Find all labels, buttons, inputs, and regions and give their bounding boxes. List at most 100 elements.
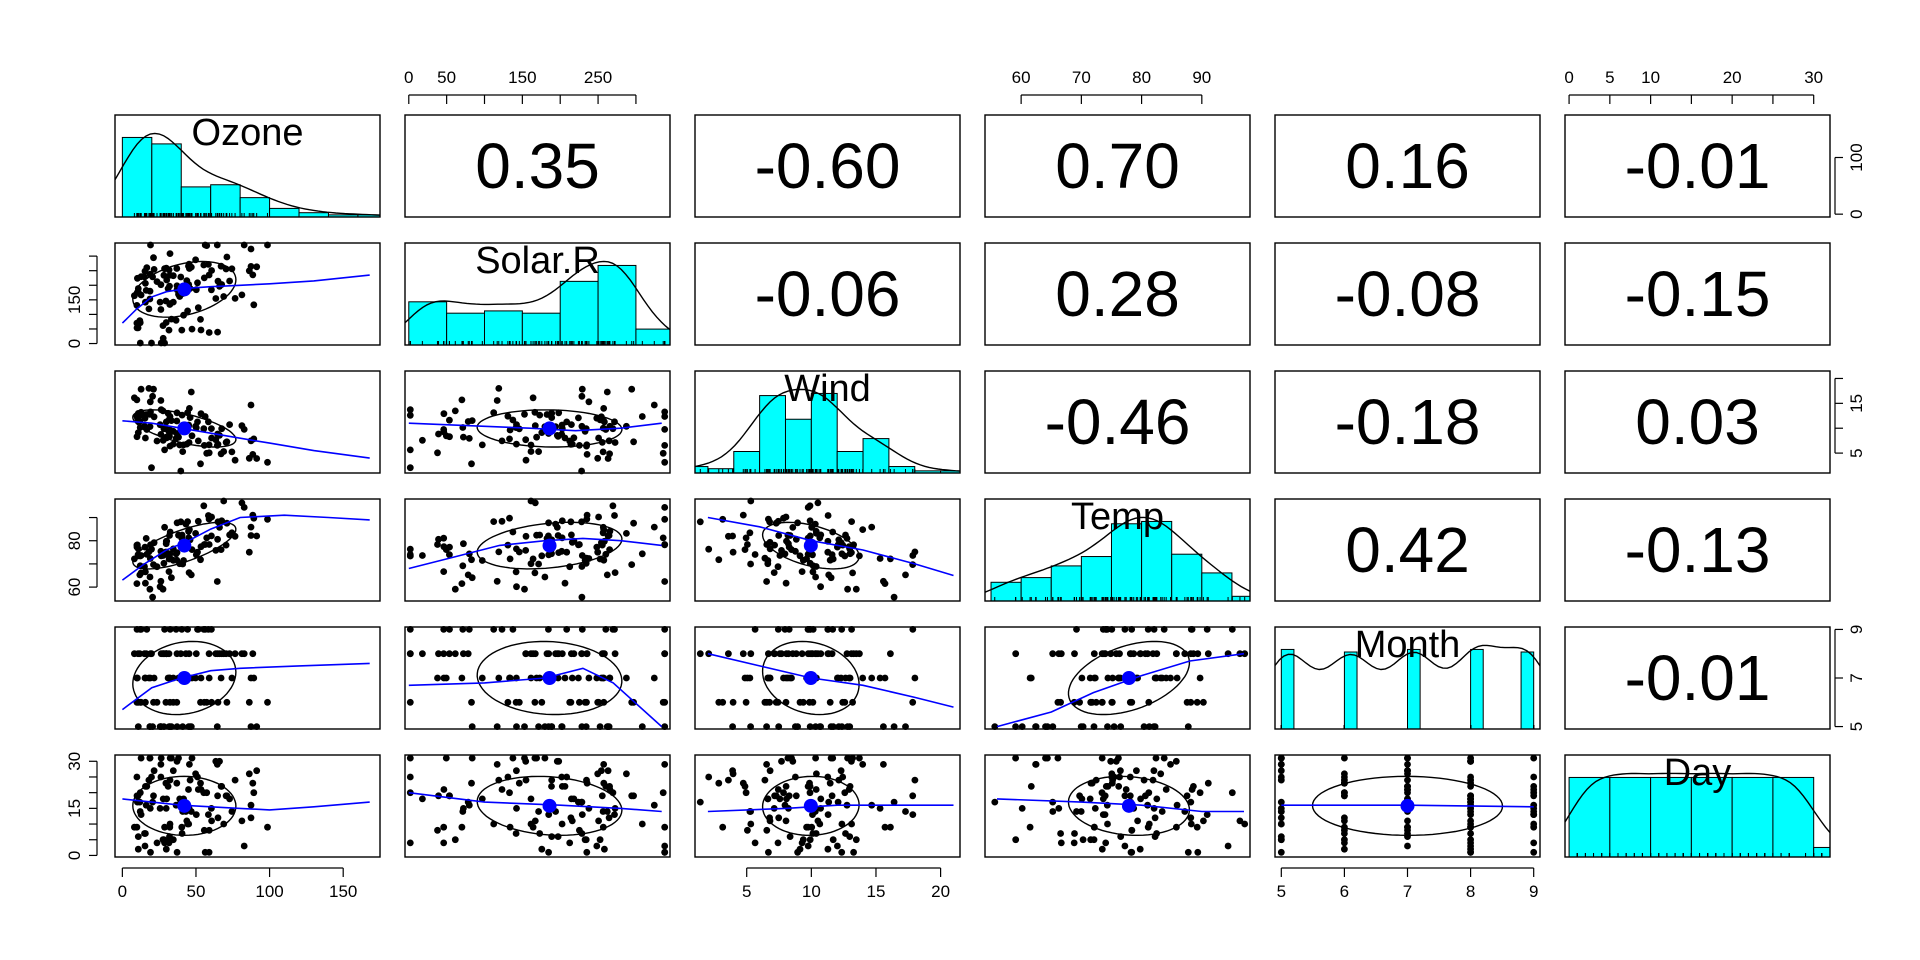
histogram-bar — [1171, 553, 1203, 602]
data-point — [460, 650, 467, 658]
data-point — [440, 410, 448, 418]
data-point — [838, 820, 846, 828]
data-point — [217, 674, 225, 682]
data-point — [1467, 845, 1474, 853]
data-point — [264, 823, 271, 831]
panel-frame — [984, 498, 1251, 602]
data-point — [1133, 767, 1140, 775]
data-point — [1121, 792, 1129, 800]
data-point — [153, 278, 161, 285]
data-point — [812, 786, 820, 793]
data-point — [868, 523, 876, 531]
data-point — [554, 532, 562, 539]
histogram-bar — [862, 438, 890, 474]
data-point — [186, 405, 193, 412]
data-point — [1204, 650, 1212, 658]
data-point — [852, 836, 860, 844]
data-point — [1057, 839, 1065, 847]
data-point — [226, 277, 234, 285]
data-point — [766, 545, 774, 553]
data-point — [173, 556, 181, 564]
data-point — [729, 548, 737, 556]
data-point — [1228, 789, 1236, 797]
data-point — [159, 322, 167, 329]
data-point — [881, 674, 889, 682]
tick-label: 30 — [65, 752, 84, 771]
correlation-value: -0.46 — [1045, 386, 1191, 458]
data-point — [596, 723, 604, 730]
data-point — [729, 767, 736, 775]
data-point — [746, 674, 754, 682]
data-point — [406, 650, 414, 658]
data-point — [1152, 754, 1160, 762]
data-point — [876, 805, 884, 812]
data-point — [212, 295, 220, 302]
data-point — [506, 435, 513, 443]
panel-Temp-Month: 0.42 — [1274, 498, 1541, 602]
panel-frame — [404, 498, 671, 602]
panel-frame — [404, 754, 671, 858]
data-point — [650, 523, 658, 531]
tick-label: 60 — [65, 578, 84, 597]
data-point — [902, 571, 909, 579]
data-point — [192, 811, 200, 818]
data-point — [253, 263, 261, 271]
data-point — [842, 830, 849, 837]
data-point — [1049, 650, 1057, 658]
data-point — [1102, 783, 1110, 790]
data-point — [751, 626, 759, 633]
data-point — [1054, 754, 1062, 762]
data-point — [764, 560, 772, 568]
data-point — [850, 848, 857, 856]
correlation-ellipse — [476, 409, 623, 448]
data-point — [705, 773, 713, 781]
correlation-value: 0.16 — [1345, 130, 1470, 202]
data-point — [458, 674, 466, 682]
data-point — [1109, 674, 1116, 682]
data-point — [782, 817, 790, 825]
data-point — [828, 792, 836, 800]
histogram-bar — [1772, 776, 1815, 858]
data-point — [827, 754, 835, 762]
data-point — [1530, 783, 1538, 790]
data-point — [153, 437, 161, 445]
data-point — [214, 814, 222, 822]
data-point — [766, 698, 773, 706]
data-point — [506, 555, 514, 563]
data-point — [570, 434, 578, 442]
data-point — [1162, 674, 1170, 682]
panel-frame — [694, 498, 961, 602]
data-point — [696, 518, 704, 526]
panel-Wind-Temp: -0.46 — [984, 370, 1251, 474]
data-point — [575, 414, 582, 422]
data-point — [834, 842, 841, 850]
data-point — [696, 798, 704, 806]
data-point — [585, 398, 593, 406]
histogram-bar — [1520, 651, 1535, 730]
data-point — [842, 531, 849, 539]
data-point — [1341, 814, 1348, 822]
panel-frame — [984, 242, 1251, 346]
tick-label: 0 — [404, 68, 413, 87]
data-point — [545, 551, 553, 559]
data-point — [1277, 805, 1285, 812]
data-point — [163, 795, 171, 803]
panel-frame — [114, 242, 381, 346]
data-point — [165, 568, 173, 575]
data-point — [837, 674, 845, 682]
data-point — [1184, 848, 1192, 856]
loess-smooth — [122, 420, 370, 459]
data-point — [136, 789, 144, 797]
data-point — [824, 650, 832, 658]
data-point — [554, 833, 562, 840]
right-axis-Ozone: 0 100 — [1834, 143, 1866, 219]
panel-Month-Ozone — [114, 626, 381, 730]
data-point — [567, 698, 575, 706]
data-point — [465, 435, 473, 442]
data-point — [1404, 823, 1411, 831]
data-point — [185, 786, 192, 793]
data-point — [661, 842, 669, 850]
data-point — [838, 550, 846, 558]
mean-point — [803, 538, 818, 553]
panel-frame — [114, 370, 381, 474]
